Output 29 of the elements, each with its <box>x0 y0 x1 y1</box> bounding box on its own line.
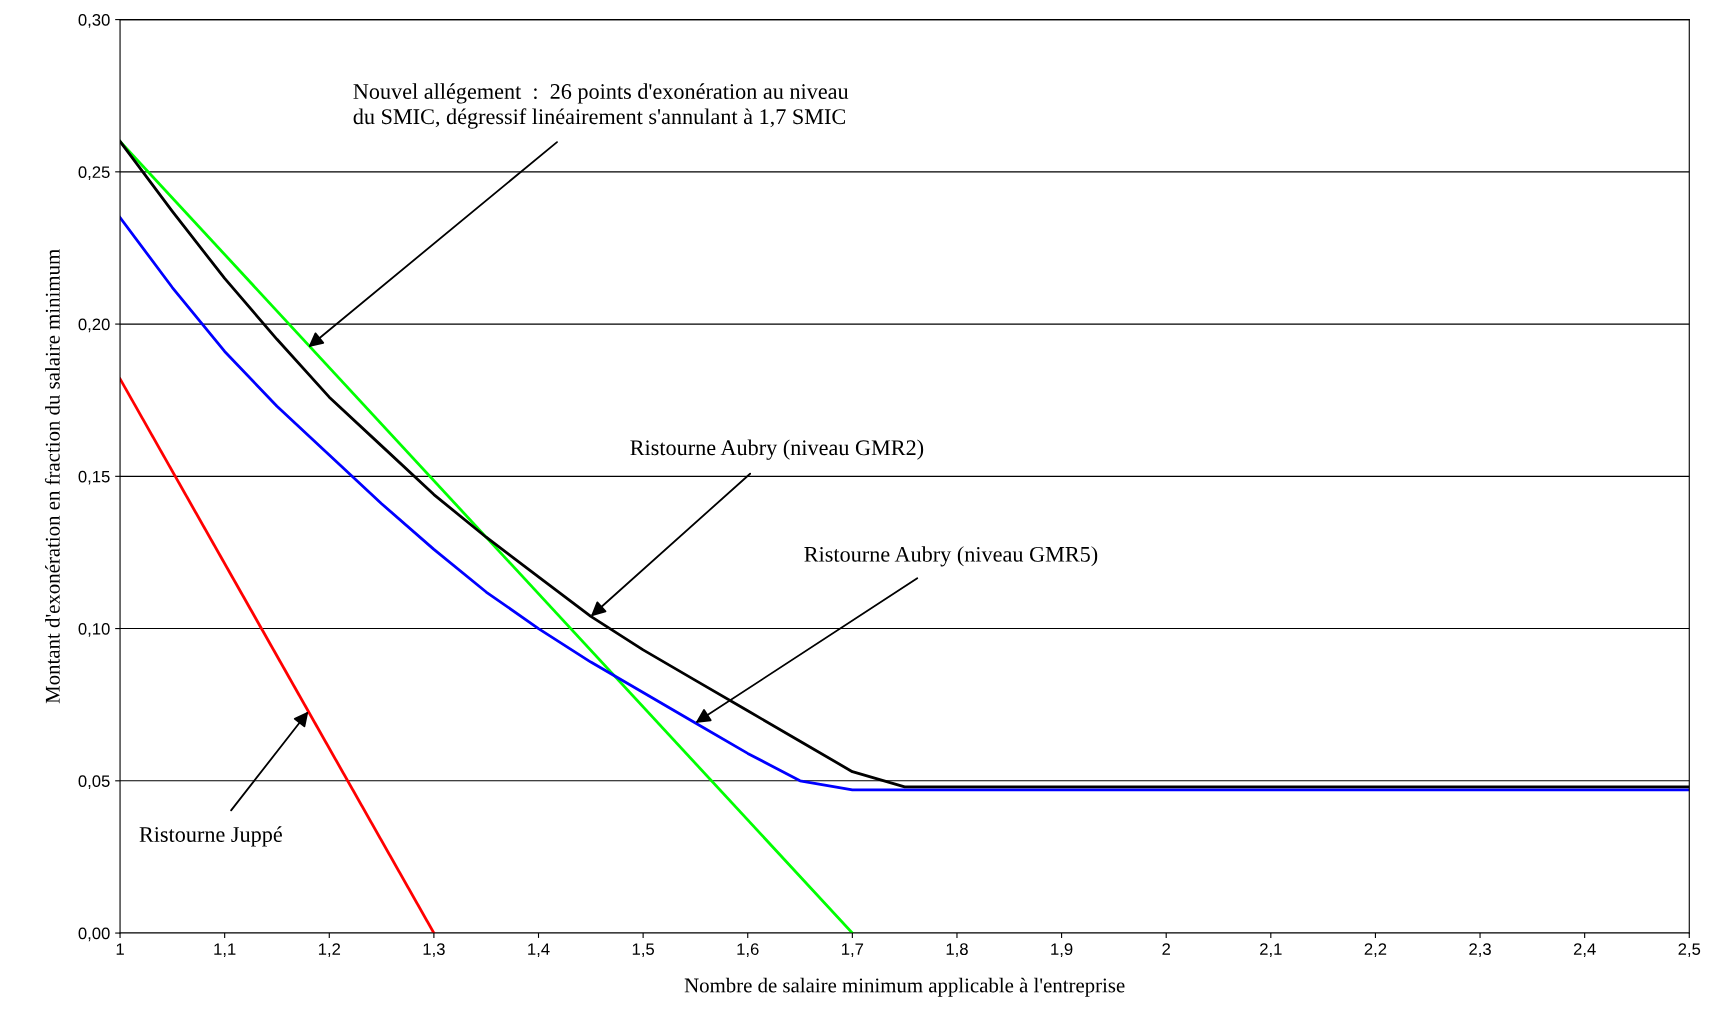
annotation: Ristourne Aubry (niveau GMR5) <box>804 546 1098 567</box>
x-tick-label: 1,9 <box>1051 943 1073 957</box>
x-tick-label: 1,2 <box>318 943 341 957</box>
y-tick-label: 0,00 <box>78 927 110 942</box>
annotation: Nouvel allégement : 26 points d'exonération au niveau du SMIC, dégressif linéairement s'annulant à 1,7 SMIC <box>353 83 849 129</box>
x-axis-title: Nombre de salaire minimum applicable à l'entreprise <box>684 977 1125 997</box>
x-tick-label: 2,2 <box>1364 943 1387 957</box>
x-tick-label: 1,6 <box>737 943 759 957</box>
y-tick-label: 0,25 <box>78 166 110 181</box>
x-tick-label: 1,8 <box>946 943 968 957</box>
x-tick-label: 2 <box>1162 943 1170 955</box>
x-tick-label: 1,1 <box>214 943 236 957</box>
x-tick-label: 2,3 <box>1469 943 1491 957</box>
x-tick-label: 1 <box>116 943 124 955</box>
y-axis-title: Montant d'exonération en fraction du salaire minimum <box>44 249 60 704</box>
annotation: Ristourne Aubry (niveau GMR2) <box>630 439 924 460</box>
x-tick-label: 2,4 <box>1573 943 1596 957</box>
x-tick-label: 1,3 <box>423 943 445 957</box>
y-tick-label: 0,05 <box>78 775 110 789</box>
x-tick-label: 1,5 <box>632 943 655 957</box>
annotation: Ristourne Juppé <box>139 826 282 847</box>
y-tick-label: 0,15 <box>78 470 110 485</box>
x-tick-label: 2,1 <box>1260 943 1282 957</box>
x-tick-label: 2,5 <box>1678 943 1701 957</box>
y-tick-label: 0,10 <box>78 622 110 637</box>
x-tick-label: 1,7 <box>842 943 864 957</box>
y-tick-label: 0,30 <box>78 13 110 28</box>
y-tick-label: 0,20 <box>78 318 110 333</box>
x-tick-label: 1,4 <box>528 943 550 957</box>
